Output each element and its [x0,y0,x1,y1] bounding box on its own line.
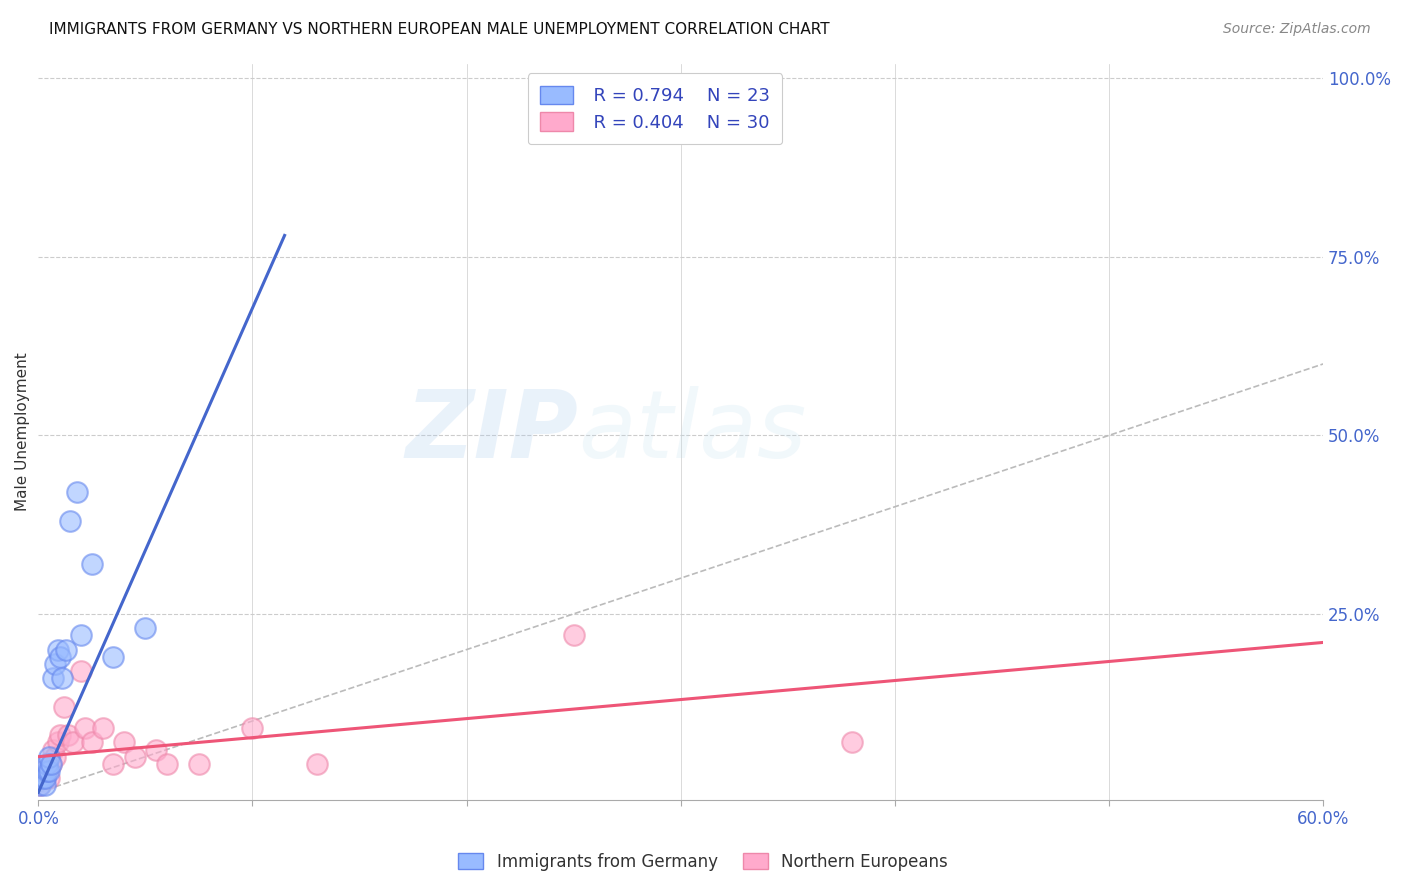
Point [42,742,65,756]
Text: ZIP: ZIP [405,386,578,478]
Point [62,735,84,749]
Point [134,621,156,635]
Point [66,485,89,500]
Point [35,756,58,771]
Point [31,771,53,785]
Point [80,735,103,749]
Point [42,671,65,685]
Point [48,728,70,742]
Point [39,756,62,771]
Legend: Immigrants from Germany, Northern Europeans: Immigrants from Germany, Northern Europe… [450,845,956,880]
Point [34,778,56,792]
Point [34,771,56,785]
Point [31,771,53,785]
Point [38,749,60,764]
Text: atlas: atlas [578,386,806,477]
Point [103,756,125,771]
Point [145,742,167,756]
Point [103,649,125,664]
Text: IMMIGRANTS FROM GERMANY VS NORTHERN EUROPEAN MALE UNEMPLOYMENT CORRELATION CHART: IMMIGRANTS FROM GERMANY VS NORTHERN EURO… [49,22,830,37]
Point [46,735,69,749]
Point [30,778,52,792]
Point [112,735,135,749]
Legend:   R = 0.794    N = 23,   R = 0.404    N = 30: R = 0.794 N = 23, R = 0.404 N = 30 [527,73,783,145]
Point [70,628,93,642]
Point [187,756,209,771]
Point [31,764,53,778]
Point [44,657,66,671]
Point [44,749,66,764]
Point [70,664,93,678]
Point [305,756,328,771]
Point [562,628,585,642]
Y-axis label: Male Unemployment: Male Unemployment [15,352,30,511]
Point [55,642,77,657]
Point [48,649,70,664]
Point [34,771,56,785]
Text: Source: ZipAtlas.com: Source: ZipAtlas.com [1223,22,1371,37]
Point [91,721,114,735]
Point [31,764,53,778]
Point [124,749,146,764]
Point [38,771,60,785]
Point [38,764,60,778]
Point [80,557,103,571]
Point [35,764,58,778]
Point [34,764,56,778]
Point [75,721,97,735]
Point [53,699,76,714]
Point [30,771,52,785]
Point [51,671,73,685]
Point [35,764,58,778]
Point [156,756,179,771]
Point [39,756,62,771]
Point [30,778,52,792]
Point [841,735,863,749]
Point [30,771,52,785]
Point [46,642,69,657]
Point [58,728,80,742]
Point [59,514,82,528]
Point [242,721,264,735]
